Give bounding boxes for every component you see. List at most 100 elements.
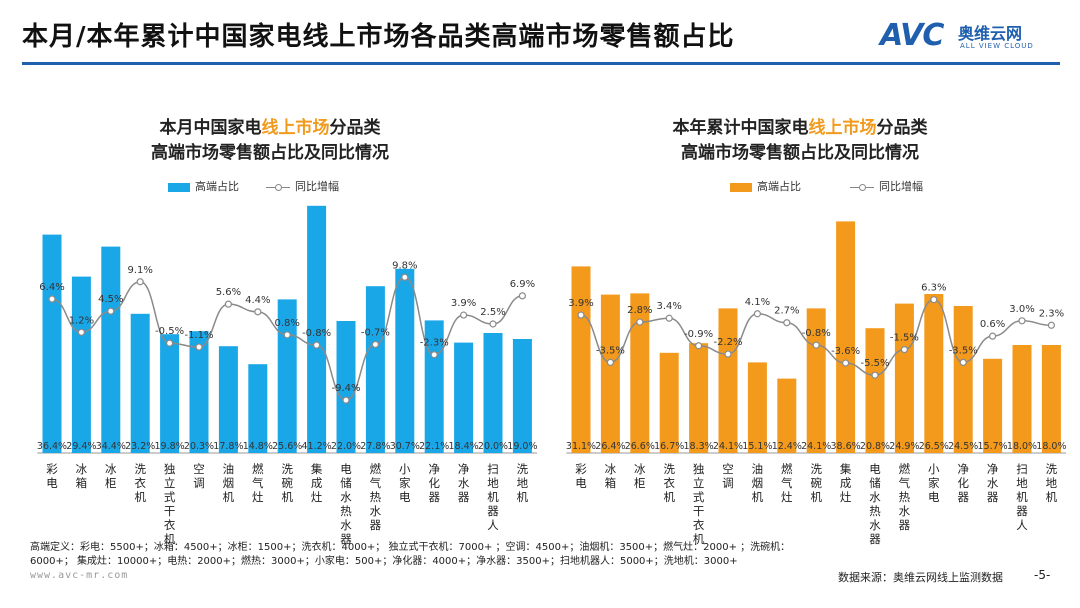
bar-value-label: 24.1%	[713, 441, 743, 452]
growth-label: 3.9%	[568, 298, 593, 309]
category-label: 小家电	[399, 462, 411, 504]
growth-point	[606, 358, 615, 366]
bar	[512, 339, 532, 453]
bar-value-label: 27.8%	[360, 441, 390, 452]
bar	[865, 328, 885, 453]
growth-point	[401, 273, 409, 281]
bar-value-label: 38.6%	[831, 441, 861, 452]
bar-value-label: 26.6%	[625, 441, 655, 452]
legend-bar-item: 高端占比	[168, 178, 239, 194]
growth-point	[313, 341, 321, 349]
growth-point	[254, 308, 262, 316]
growth-point	[695, 342, 703, 350]
bar-value-label: 20.0%	[478, 441, 508, 452]
bar	[336, 321, 356, 453]
growth-label: 4.4%	[245, 295, 270, 306]
category-label: 冰柜	[105, 462, 117, 490]
growth-label: -0.7%	[361, 327, 390, 338]
page-title: 本月/本年累计中国家电线上市场各品类高端市场零售额占比	[22, 22, 735, 52]
bar	[630, 293, 650, 453]
bar	[747, 362, 767, 453]
category-label: 洗衣机	[134, 462, 146, 504]
bar-value-label: 24.5%	[948, 441, 978, 452]
bar-value-label: 15.7%	[978, 441, 1008, 452]
growth-point	[1047, 321, 1055, 329]
bar	[836, 221, 856, 453]
bar	[277, 299, 297, 453]
growth-point	[989, 332, 997, 340]
growth-label: -1.1%	[184, 330, 213, 341]
category-label: 小家电	[928, 462, 940, 504]
category-label: 燃气热水器	[899, 462, 911, 532]
growth-point	[342, 396, 350, 404]
bar-value-label: 22.0%	[331, 441, 361, 452]
category-label: 净化器	[957, 462, 969, 504]
bar-value-label: 29.4%	[66, 441, 96, 452]
bar	[42, 234, 62, 453]
category-label: 冰箱	[76, 462, 88, 490]
growth-label: -3.5%	[949, 345, 978, 356]
growth-label: 2.3%	[1039, 308, 1064, 319]
bar-value-label: 12.4%	[772, 441, 802, 452]
growth-point	[930, 296, 938, 304]
category-label: 燃气灶	[781, 462, 793, 504]
monthly-chart-panel: 本月中国家电线上市场分品类 高端市场零售额占比及同比情况 高端占比 同比增幅 6…	[30, 108, 538, 546]
bar	[130, 313, 150, 453]
bar-value-label: 14.8%	[243, 441, 273, 452]
category-label: 彩电	[575, 462, 587, 490]
growth-label: 2.5%	[480, 307, 505, 318]
bar-value-label: 18.3%	[684, 441, 714, 452]
growth-point	[283, 331, 291, 339]
bar-value-label: 26.5%	[919, 441, 949, 452]
growth-point	[77, 328, 86, 336]
growth-label: 2.8%	[627, 305, 652, 316]
legend-bar-item: 高端占比	[730, 178, 801, 194]
growth-point	[518, 292, 526, 300]
bar-value-label: 24.1%	[801, 441, 831, 452]
growth-label: 0.8%	[274, 318, 299, 329]
bar-value-label: 30.7%	[390, 441, 420, 452]
bar	[365, 286, 385, 453]
bar	[454, 342, 474, 453]
category-label: 集成灶	[840, 462, 852, 504]
bar-value-label: 26.4%	[595, 441, 625, 452]
growth-point	[783, 319, 791, 327]
growth-label: -0.8%	[302, 328, 331, 339]
category-label: 集成灶	[311, 462, 323, 504]
growth-point	[430, 351, 438, 359]
category-label: 洗衣机	[663, 462, 675, 504]
category-label: 冰箱	[605, 462, 617, 490]
growth-point	[195, 343, 203, 351]
bar-value-label: 17.8%	[213, 441, 243, 452]
category-label: 电储水热水器	[869, 462, 881, 546]
category-label: 扫地机器人	[487, 462, 499, 532]
bar-value-label: 41.2%	[302, 441, 332, 452]
growth-label: -0.8%	[802, 328, 831, 339]
bar	[483, 333, 503, 453]
growth-point	[489, 320, 497, 328]
category-label: 电储水热水器	[340, 462, 352, 546]
bar	[983, 358, 1003, 453]
data-source: 数据来源：奥维云网线上监测数据	[838, 571, 1003, 584]
monthly-chart-svg: 6.4%1.2%4.5%9.1%-0.5% -1.1%5.6%4.4%0.8%-0…	[37, 205, 537, 546]
bar-value-label: 18.4%	[449, 441, 479, 452]
growth-label: -2.2%	[713, 337, 742, 348]
bar-value-label: 18.0%	[1007, 441, 1037, 452]
growth-point	[724, 350, 732, 358]
category-label: 燃气灶	[252, 462, 264, 504]
growth-point	[842, 359, 850, 367]
category-label: 燃气热水器	[370, 462, 382, 532]
title-divider	[22, 62, 1060, 65]
bar	[101, 246, 121, 453]
growth-label: 1.2%	[69, 315, 94, 326]
bar-value-label: 31.1%	[566, 441, 596, 452]
bar	[953, 306, 973, 453]
website-url[interactable]: www.avc-mr.com	[30, 570, 129, 581]
growth-point	[871, 371, 879, 379]
category-label: 洗地机	[1046, 462, 1058, 504]
bar-value-label: 22.1%	[419, 441, 449, 452]
category-label: 净水器	[987, 462, 999, 504]
legend-line-item: 同比增幅	[850, 178, 923, 194]
growth-point	[107, 307, 115, 315]
bar-value-label: 23.2%	[125, 441, 155, 452]
